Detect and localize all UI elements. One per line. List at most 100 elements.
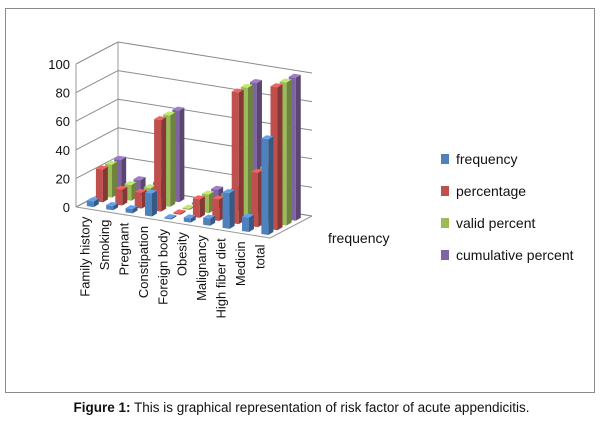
bar-side [190,215,196,223]
axis-labels: 0 20 40 60 80 100 Family history Smoking Pregnan… [48,57,389,318]
bar-top [114,155,127,160]
bar-frequency-4 [164,214,177,220]
bar-percentage-0 [95,165,108,203]
bar-top [86,197,99,202]
bar-frequency-7 [222,189,235,229]
floor-right-edge [269,215,313,239]
bar-top [202,190,215,195]
legend-swatch [441,218,449,228]
y-tick-label: 0 [63,200,70,215]
legend-label: cumulative percent [456,247,574,263]
x-category-label: Foreign body [155,228,170,304]
bar-front [86,200,94,208]
bar-frequency-5 [183,214,196,223]
x-category-label: Family history [78,216,93,297]
y-tick-label: 100 [48,57,70,72]
floor-front-edge [75,206,271,239]
bar-side [93,198,99,208]
bar-top [163,111,176,116]
y-tick-label: 20 [56,171,70,186]
bar-top [182,204,195,209]
bar-front [134,191,142,209]
bar-top [183,214,196,219]
bar-side [248,214,254,232]
bar-front [261,138,269,236]
bar-top [192,195,205,200]
bar-top [105,160,118,165]
y-tick-label: 80 [56,86,70,101]
bar-percentage-3 [154,116,167,212]
bar-front [106,204,114,211]
bar-side [295,74,301,221]
bar-front [212,198,220,221]
bar-side [268,136,274,236]
bar-top [154,116,167,121]
bar-percentage-2 [134,188,147,209]
legend: frequency percentage valid percent cumul… [441,149,574,277]
bar-frequency-8 [241,213,254,232]
bar-side [199,196,205,218]
bar-frequency-0 [86,197,99,208]
bar-front [251,171,259,228]
bar-front [115,188,123,206]
figure-caption: Figure 1: This is graphical representati… [0,400,603,415]
bar-frequency-1 [106,201,119,211]
legend-label: frequency [456,151,518,167]
bar-valid-percent-4 [182,204,195,210]
bar-frequency-6 [203,214,216,226]
bar-side [179,107,185,203]
bar-side [161,117,167,212]
legend-swatch [441,154,449,164]
bar-top [203,214,216,219]
x-category-label: Obesity [175,232,190,277]
chart-frame: 0 20 40 60 80 100 Family history Smoking Pregnan… [5,8,595,393]
bar-side [286,79,292,226]
bar-side [170,112,176,207]
bar-front [164,217,172,220]
bar-percentage-4 [173,209,186,215]
bar-side [122,186,128,206]
bar-top [240,83,253,88]
legend-item-valid-percent: valid percent [441,213,574,234]
bar-top [124,180,137,185]
gridline-side [75,70,119,94]
y-tick-label: 60 [56,114,70,129]
bar-side [238,89,244,225]
gridline-side [75,41,119,65]
legend-item-cumulative-percent: cumulative percent [441,245,574,266]
bar-front [203,217,211,226]
bar-top [115,185,128,190]
bar-side [180,210,186,215]
chart-plot: 0 20 40 60 80 100 Family history Smoking Pregnan… [48,41,389,318]
bar-top [270,83,283,88]
bar-percentage-1 [115,185,128,206]
caption-text: This is graphical representation of risk… [130,400,530,415]
bar-front [144,192,152,217]
gridline-side [75,127,119,151]
bar-percentage-5 [192,195,205,218]
legend-label: valid percent [456,215,536,231]
bar-top [251,168,264,173]
depth-axis-label: frequency [328,230,389,246]
x-category-label: Constipation [136,226,151,298]
x-category-label: Pregnant [117,222,132,275]
bar-top [241,213,254,218]
bar-frequency-9 [261,135,274,236]
caption-label: Figure 1: [73,400,131,415]
bar-top [143,184,156,189]
bar-front [95,168,103,203]
bar-top [125,205,138,210]
bar-top [279,78,292,83]
bar-top [288,73,301,78]
bar-top [134,188,147,193]
bar-top [95,165,108,170]
bar-front [192,198,200,218]
x-category-label: Malignancy [194,235,209,301]
x-category-label: Smoking [97,220,112,271]
bar-front [182,207,190,210]
y-tick-label: 40 [56,143,70,158]
bar-top [212,195,225,200]
bar-series [86,73,301,236]
x-category-label: High fiber diet [214,238,229,319]
legend-item-percentage: percentage [441,181,574,202]
